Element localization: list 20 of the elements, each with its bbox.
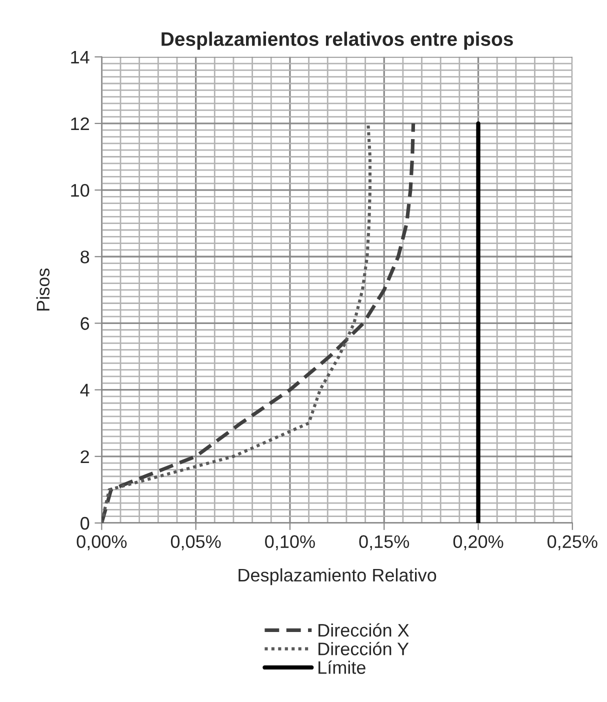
y-tick-label: 4 xyxy=(80,384,90,396)
x-tick-label: 0,15% xyxy=(359,535,410,550)
y-tick-label: 10 xyxy=(71,184,90,197)
y-axis-title: Pisos xyxy=(36,268,50,311)
x-tick-label: 0,10% xyxy=(265,535,315,550)
legend-label: Límite xyxy=(318,660,366,674)
y-tick-label: 2 xyxy=(80,450,89,463)
x-tick-label: 0,05% xyxy=(170,535,221,550)
y-tick-label: 6 xyxy=(80,317,90,330)
x-axis-title: Desplazamiento Relativo xyxy=(238,568,436,586)
legend-label: Dirección X xyxy=(318,623,409,637)
y-tick-label: 12 xyxy=(71,117,89,130)
x-tick-label: 0,00% xyxy=(76,535,127,550)
x-tick-label: 0,20% xyxy=(453,535,504,550)
x-tick-label: 0,25% xyxy=(548,535,598,550)
y-tick-label: 0 xyxy=(80,516,90,530)
y-tick-label: 8 xyxy=(80,250,90,264)
y-tick-label: 14 xyxy=(71,50,90,64)
legend-label: Dirección Y xyxy=(318,642,409,656)
chart-title: Desplazamientos relativos entre pisos xyxy=(162,32,513,50)
